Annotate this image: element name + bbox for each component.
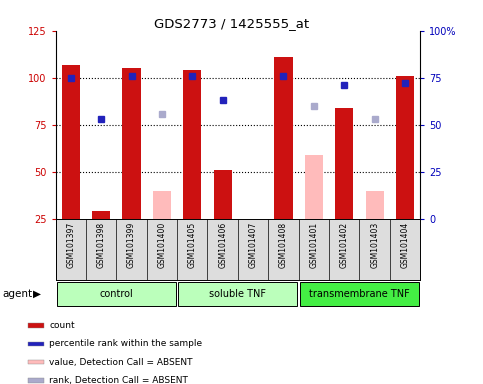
- Text: ▶: ▶: [33, 289, 41, 299]
- Text: rank, Detection Call = ABSENT: rank, Detection Call = ABSENT: [49, 376, 188, 384]
- Bar: [92, 211, 110, 219]
- Bar: [122, 68, 141, 219]
- Text: GSM101407: GSM101407: [249, 222, 257, 268]
- Bar: [213, 170, 232, 219]
- FancyBboxPatch shape: [300, 282, 419, 306]
- Text: GSM101404: GSM101404: [400, 222, 410, 268]
- Text: value, Detection Call = ABSENT: value, Detection Call = ABSENT: [49, 358, 193, 367]
- Bar: [62, 65, 80, 219]
- Bar: [305, 155, 323, 219]
- Text: transmembrane TNF: transmembrane TNF: [309, 289, 410, 299]
- Bar: [366, 191, 384, 219]
- Bar: [153, 191, 171, 219]
- Text: percentile rank within the sample: percentile rank within the sample: [49, 339, 202, 348]
- Text: GSM101397: GSM101397: [66, 222, 75, 268]
- Bar: [28, 323, 44, 328]
- Text: count: count: [49, 321, 75, 330]
- Text: GSM101406: GSM101406: [218, 222, 227, 268]
- Bar: [28, 341, 44, 346]
- Text: GDS2773 / 1425555_at: GDS2773 / 1425555_at: [154, 17, 310, 30]
- Bar: [274, 57, 293, 219]
- Text: GSM101401: GSM101401: [309, 222, 318, 268]
- FancyBboxPatch shape: [178, 282, 298, 306]
- Text: GSM101403: GSM101403: [370, 222, 379, 268]
- Text: GSM101400: GSM101400: [157, 222, 167, 268]
- Text: agent: agent: [2, 289, 32, 299]
- Text: GSM101405: GSM101405: [188, 222, 197, 268]
- Bar: [396, 76, 414, 219]
- Bar: [28, 378, 44, 383]
- Text: GSM101408: GSM101408: [279, 222, 288, 268]
- Bar: [28, 360, 44, 364]
- Text: GSM101399: GSM101399: [127, 222, 136, 268]
- Bar: [335, 108, 354, 219]
- Text: soluble TNF: soluble TNF: [209, 289, 267, 299]
- Text: GSM101402: GSM101402: [340, 222, 349, 268]
- Text: GSM101398: GSM101398: [97, 222, 106, 268]
- Text: control: control: [99, 289, 133, 299]
- FancyBboxPatch shape: [57, 282, 176, 306]
- Bar: [183, 70, 201, 219]
